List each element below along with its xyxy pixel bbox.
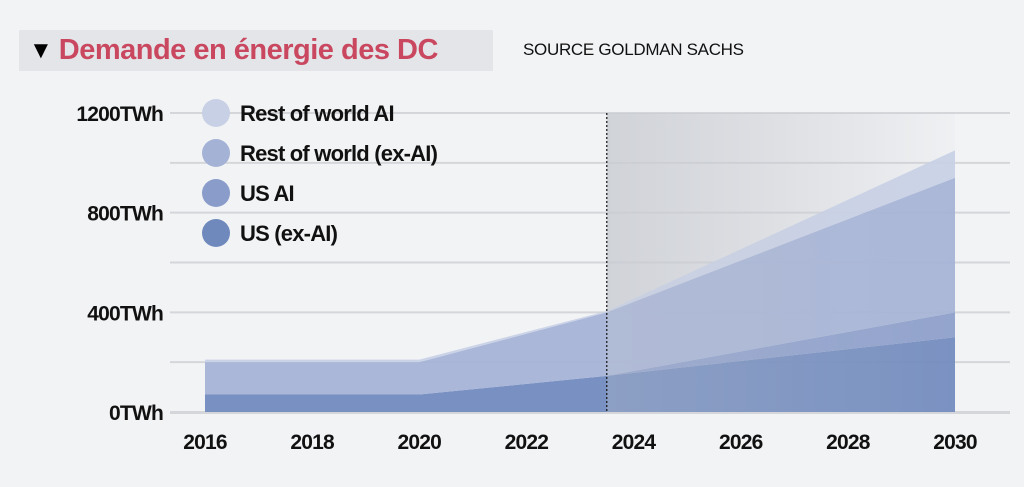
x-tick-label: 2020 [398, 431, 442, 454]
y-tick-label: 400TWh [87, 302, 163, 325]
source-note: SOURCE GOLDMAN SACHS [523, 40, 744, 59]
legend-label: Rest of world (ex-AI) [240, 141, 438, 166]
x-tick-label: 2026 [719, 431, 763, 454]
chart-title: Demande en énergie des DC [58, 34, 439, 66]
chart-title-box: ▼ Demande en énergie des DC [19, 30, 493, 71]
y-tick-label: 1200TWh [76, 103, 163, 126]
legend-swatch [202, 139, 230, 167]
legend-label: Rest of world AI [240, 101, 394, 126]
legend-swatch [202, 179, 230, 207]
y-tick-label: 0TWh [109, 402, 163, 425]
x-tick-label: 2030 [933, 431, 977, 454]
y-tick-label: 800TWh [87, 203, 163, 226]
x-tick-label: 2022 [505, 431, 549, 454]
legend-swatch [202, 219, 230, 247]
projection-overlay [606, 113, 955, 412]
x-tick-label: 2018 [290, 431, 335, 454]
x-tick-label: 2024 [612, 431, 657, 454]
x-tick-label: 2028 [826, 431, 871, 454]
legend-swatch [202, 99, 230, 127]
legend-label: US AI [240, 181, 294, 206]
triangle-down-icon: ▼ [29, 36, 53, 64]
legend-label: US (ex-AI) [240, 221, 338, 246]
x-tick-label: 2016 [183, 431, 227, 454]
